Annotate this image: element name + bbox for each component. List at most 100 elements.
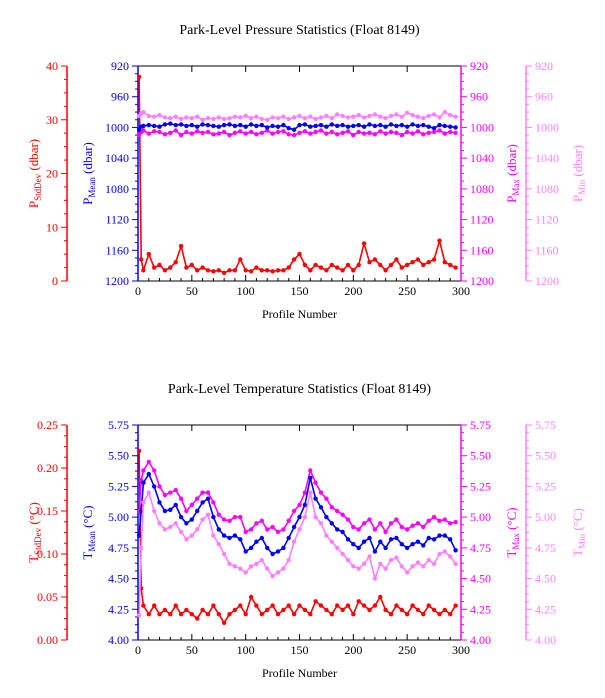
data-point-min [378,561,383,566]
data-point-max [265,128,270,133]
data-point-max [335,508,340,514]
data-point-stddev [152,603,157,608]
data-point-stddev [410,260,415,265]
data-point-min [313,116,318,122]
data-point-mean [448,537,453,542]
data-point-min [367,113,372,119]
data-point-min [383,116,388,121]
data-point-min [232,564,238,569]
data-point-stddev [313,262,318,268]
data-point-stddev [195,616,200,621]
data-point-mean [162,508,168,514]
stddev-y-axis-label: PStdDev (dbar) [26,139,43,208]
data-point-min [324,113,329,119]
data-point-stddev [178,243,184,249]
data-point-mean [367,122,372,127]
data-point-min [232,114,238,119]
stddev-y-tick-label: 0.15 [37,504,58,518]
data-point-min [399,564,404,569]
data-point-stddev [281,607,286,613]
data-point-max [405,527,410,532]
x-tick-label: 150 [291,284,309,298]
mean-y-tick-label: 920 [111,59,129,73]
data-point-stddev [383,268,388,273]
data-point-max [146,459,151,465]
data-point-min [291,115,297,120]
data-point-mean [136,533,142,538]
data-point-min [453,561,458,566]
data-point-stddev [388,262,394,268]
data-point-stddev [286,603,291,608]
mean-y-tick-label: 5.50 [108,449,129,463]
data-point-max [318,490,324,495]
mean-y-tick-label: 960 [111,90,129,104]
data-point-stddev [324,268,329,273]
data-point-mean [410,122,415,127]
data-point-stddev [335,603,340,608]
data-point-min [335,545,340,551]
data-point-mean [265,545,270,551]
mean-y-tick-label: 5.75 [108,418,129,432]
data-point-mean [302,122,308,127]
data-point-max [367,517,372,522]
data-point-mean [259,535,264,541]
data-point-mean [415,123,421,129]
data-point-mean [410,542,415,547]
data-point-stddev [340,268,345,273]
data-point-stddev [227,268,232,273]
data-point-min [259,557,264,563]
data-point-stddev [270,269,275,274]
data-point-stddev [168,612,173,617]
data-point-stddev [345,603,351,608]
max-y-tick-label: 1160 [470,243,494,257]
data-point-mean [157,124,162,129]
data-point-mean [324,124,329,129]
data-point-min [238,566,243,571]
data-point-stddev [178,612,184,617]
data-point-stddev [308,612,313,617]
data-point-mean [227,122,232,127]
stddev-y-tick-label: 0.25 [37,418,58,432]
data-point-min [426,557,431,563]
max-y-tick-label: 1000 [470,120,494,134]
data-point-stddev [421,262,426,268]
data-point-max [238,514,243,520]
data-point-stddev [275,268,281,273]
stddev-y-tick-label: 0 [52,274,58,288]
x-tick-label: 0 [135,284,141,298]
data-point-min [297,113,302,119]
data-point-max [313,129,318,135]
data-point-stddev [291,257,297,262]
data-point-min [399,114,404,119]
data-point-max [146,131,151,136]
data-point-min [286,116,291,122]
data-point-max [243,131,248,136]
min-y-tick-label: 4.25 [535,602,556,616]
min-y-tick-label: 1000 [535,120,559,134]
data-point-mean [437,533,442,538]
data-point-stddev [139,257,144,262]
data-point-min [157,112,162,118]
data-point-min [211,533,216,538]
data-point-stddev [243,268,248,273]
data-point-stddev [329,612,334,617]
data-point-mean [270,551,275,557]
data-point-mean [372,549,378,554]
data-point-max [405,129,410,135]
data-point-max [318,128,324,133]
data-point-max [335,132,340,137]
data-point-stddev [265,268,270,273]
data-point-mean [178,122,184,127]
data-point-max [270,131,275,136]
data-point-stddev [399,265,404,270]
data-point-mean [356,545,361,551]
data-point-mean [189,517,194,522]
min-y-tick-label: 4.00 [535,633,556,647]
data-point-mean [324,514,329,520]
data-point-max [356,129,361,135]
data-point-max [173,487,178,493]
data-point-max [168,130,173,135]
data-point-stddev [442,260,447,265]
data-point-min [453,114,458,119]
data-point-mean [184,521,189,526]
